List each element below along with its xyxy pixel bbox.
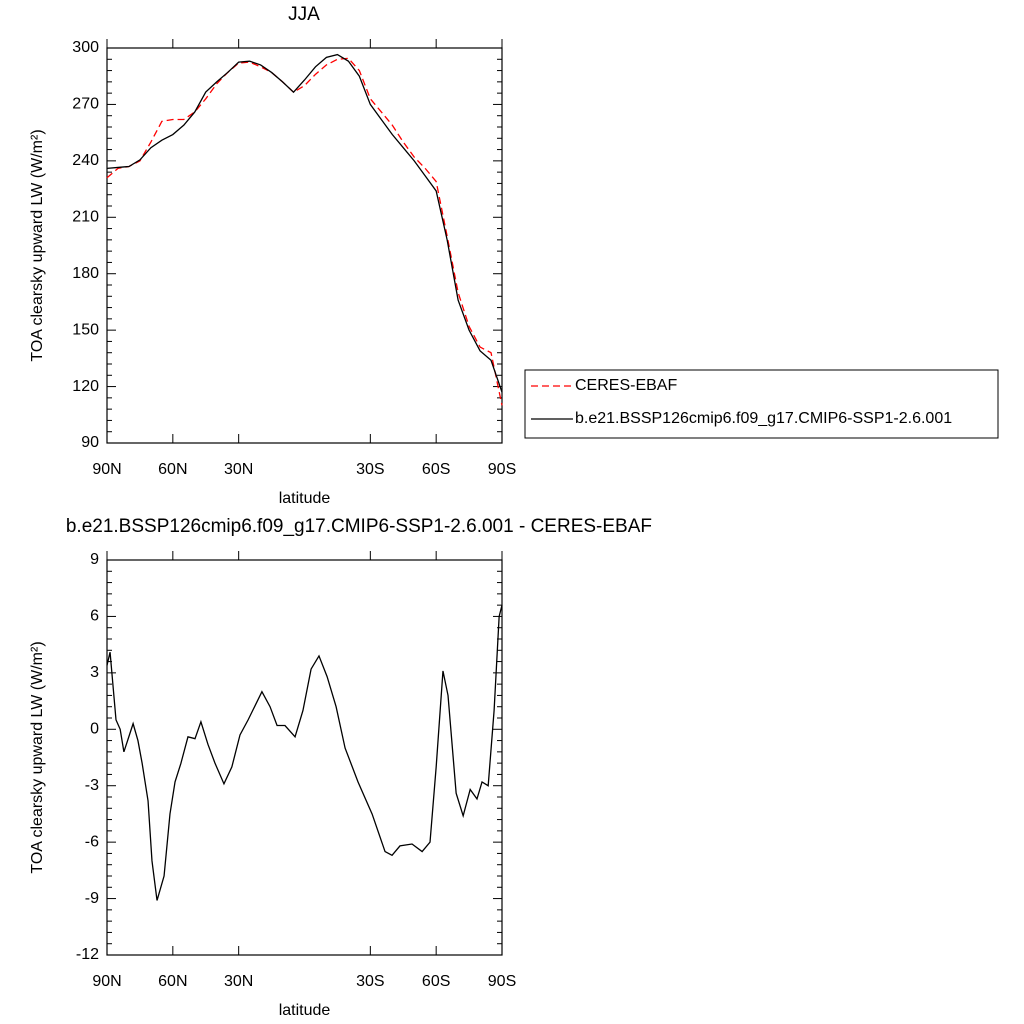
x-tick-label: 60S [422, 973, 450, 990]
series-line [106, 53, 503, 393]
y-tick-label: 120 [72, 378, 99, 395]
x-tick-label: 60N [158, 973, 187, 990]
y-tick-label: -3 [85, 777, 99, 794]
y-tick-label: -6 [85, 833, 99, 850]
y-axis-label: TOA clearsky upward LW (W/m²) [29, 129, 46, 361]
x-tick-label: 90S [488, 461, 516, 478]
y-tick-label: 6 [90, 608, 99, 625]
series-line [106, 57, 503, 406]
x-tick-label: 90N [92, 461, 121, 478]
x-tick-label: 90S [488, 973, 516, 990]
y-tick-label: 150 [72, 321, 99, 338]
x-tick-label: 30N [224, 461, 253, 478]
legend-box [524, 369, 999, 439]
legend-label: CERES-EBAF [575, 377, 677, 394]
y-tick-label: 300 [72, 39, 99, 56]
chart-title: JJA [288, 4, 320, 25]
x-tick-label: 30S [356, 973, 384, 990]
x-tick-label: 90N [92, 973, 121, 990]
y-tick-label: 3 [90, 664, 99, 681]
y-tick-label: 210 [72, 209, 99, 226]
chart-title: b.e21.BSSP126cmip6.f09_g17.CMIP6-SSP1-2.… [66, 516, 652, 537]
y-axis-label: TOA clearsky upward LW (W/m²) [29, 641, 46, 873]
y-tick-label: -9 [85, 890, 99, 907]
x-tick-label: 30N [224, 973, 253, 990]
x-axis-label: latitude [279, 1002, 331, 1019]
y-tick-label: 270 [72, 96, 99, 113]
y-tick-label: 90 [81, 434, 99, 451]
x-axis-label: latitude [279, 490, 331, 507]
y-tick-label: 180 [72, 265, 99, 282]
y-tick-label: 0 [90, 721, 99, 738]
series-line [106, 604, 503, 901]
y-tick-label: -12 [76, 946, 99, 963]
x-tick-label: 60S [422, 461, 450, 478]
x-tick-label: 30S [356, 461, 384, 478]
legend-label: b.e21.BSSP126cmip6.f09_g17.CMIP6-SSP1-2.… [575, 410, 952, 427]
plot-frame [106, 559, 503, 956]
plot-frame [106, 47, 503, 444]
y-tick-label: 9 [90, 551, 99, 568]
x-tick-label: 60N [158, 461, 187, 478]
y-tick-label: 240 [72, 152, 99, 169]
